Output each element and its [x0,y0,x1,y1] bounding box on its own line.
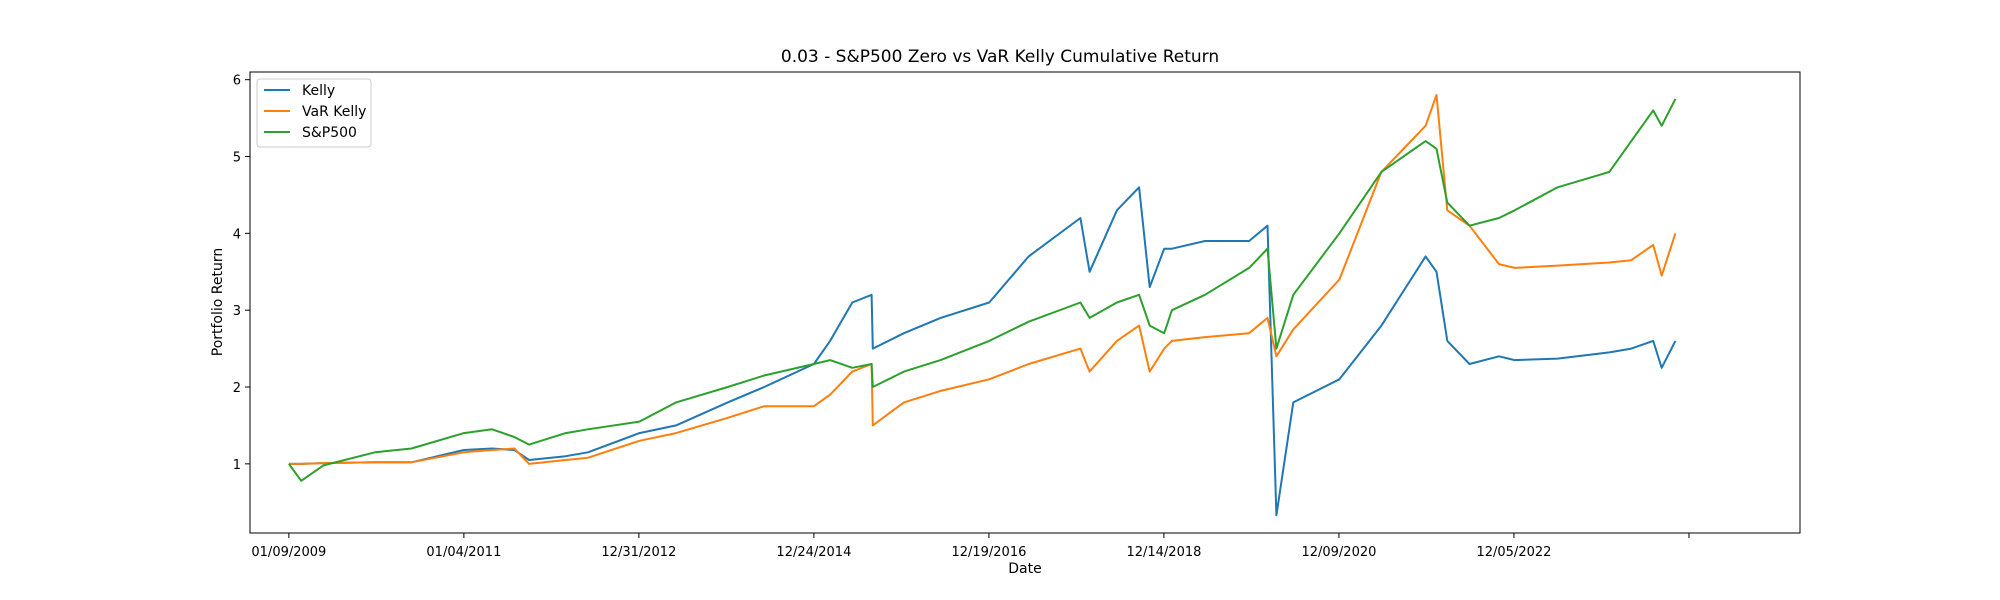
y-axis: 1 2 3 4 5 6 [233,74,250,473]
legend-box [256,78,372,148]
x-tick-label-4: 12/19/2016 [951,545,1026,560]
y-tick-label-1: 2 [233,381,241,396]
legend-label-kelly: Kelly [302,83,335,99]
series-line-kelly [288,186,1677,517]
x-tick-label-7: 12/05/2022 [1476,545,1551,560]
legend-label-var-kelly: VaR Kelly [302,104,366,120]
x-tick-label-1: 01/04/2011 [426,545,501,560]
series-line-sp500 [288,98,1677,482]
legend-label-sp500: S&P500 [302,125,357,141]
y-tick-label-3: 4 [233,227,241,242]
x-tick-label-6: 12/09/2020 [1301,545,1376,560]
plot-area [249,71,1801,534]
x-tick-label-0: 01/09/2009 [251,545,326,560]
series-lines [288,94,1677,517]
x-tick-label-2: 12/31/2012 [601,545,676,560]
y-tick-label-5: 6 [233,74,241,89]
y-axis-label: Portfolio Return [210,248,226,357]
x-axis-label: Date [1008,561,1041,577]
y-tick-label-0: 1 [233,458,241,473]
x-axis: 01/09/2009 01/04/2011 12/31/2012 12/24/2014… [251,533,1690,560]
legend: Kelly VaR Kelly S&P500 [256,78,372,148]
series-line-var-kelly [288,94,1677,465]
chart-title: 0.03 - S&P500 Zero vs VaR Kelly Cumulati… [781,47,1219,67]
y-tick-label-4: 5 [233,151,241,166]
x-tick-label-5: 12/14/2018 [1126,545,1201,560]
y-tick-label-2: 3 [233,304,241,319]
x-tick-label-3: 12/24/2014 [776,545,851,560]
